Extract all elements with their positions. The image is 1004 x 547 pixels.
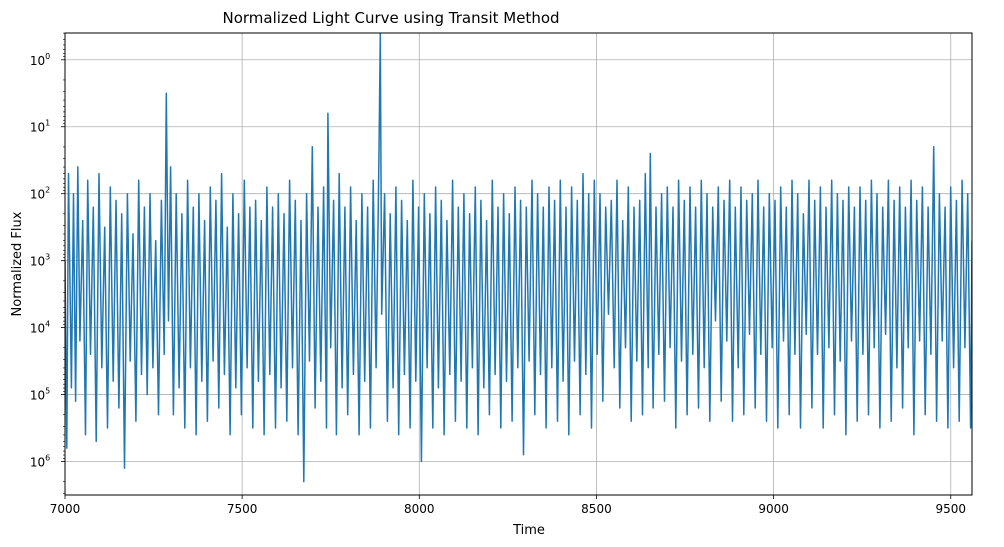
x-tick-label: 7000 — [50, 502, 81, 516]
y-tick-exponent: 1 — [45, 119, 50, 128]
y-tick-exponent: 0 — [45, 52, 50, 61]
y-tick-label: 104 — [30, 320, 50, 336]
y-tick-exponent: 5 — [45, 387, 50, 396]
plot-frame — [64, 32, 973, 496]
y-tick-exponent: 4 — [45, 320, 50, 329]
y-tick-label: 105 — [30, 387, 50, 403]
y-tick-exponent: 3 — [45, 253, 50, 262]
y-tick-label: 101 — [30, 119, 50, 135]
x-tick-label: 7500 — [227, 502, 258, 516]
flux-series-line — [65, 33, 972, 483]
y-tick-exponent: 6 — [45, 454, 50, 463]
y-tick-exponent: 2 — [45, 186, 50, 195]
chart-title: Normalized Light Curve using Transit Met… — [222, 9, 559, 27]
y-tick-label: 106 — [30, 454, 50, 470]
x-tick-label: 8500 — [581, 502, 612, 516]
y-axis-label: Normalized Flux — [10, 211, 25, 316]
x-axis: 7000 7500 8000 8500 9000 9500 — [50, 495, 966, 516]
x-tick-label: 9000 — [758, 502, 789, 516]
y-tick-label: 102 — [30, 186, 50, 202]
x-axis-label: Time — [512, 523, 545, 538]
x-tick-label: 9500 — [935, 502, 966, 516]
y-tick-label: 103 — [30, 253, 50, 269]
x-tick-label: 8000 — [404, 502, 435, 516]
y-tick-label: 100 — [30, 52, 50, 68]
series-layer — [65, 33, 972, 483]
